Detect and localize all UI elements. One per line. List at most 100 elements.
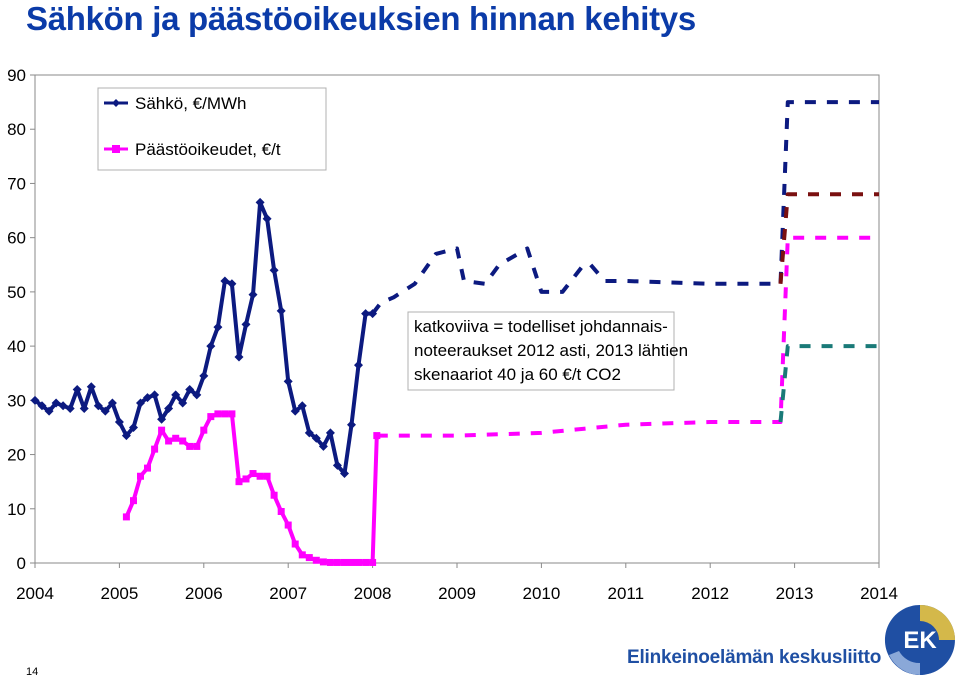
x-tick-label: 2013 (776, 584, 814, 603)
x-tick-label: 2008 (354, 584, 392, 603)
data-point (347, 420, 356, 430)
data-point (136, 398, 145, 408)
data-point (93, 401, 103, 411)
data-point (86, 382, 96, 392)
data-point (200, 426, 208, 434)
page-number: 14 (26, 666, 39, 678)
data-point (65, 403, 75, 413)
data-point (355, 558, 363, 566)
data-point (332, 460, 342, 470)
y-tick-label: 90 (7, 66, 26, 85)
annotation-line-3: skenaariot 40 ja 60 €/t CO2 (414, 365, 621, 384)
legend-emissions-marker (112, 145, 120, 153)
data-point (121, 431, 131, 441)
data-point (290, 406, 300, 416)
data-point (164, 403, 174, 413)
data-point (128, 422, 138, 432)
data-point (150, 390, 160, 400)
y-axis: 0 10 20 30 40 50 60 70 80 90 (7, 66, 35, 573)
data-point (297, 401, 307, 411)
page-title: Sähkön ja päästöoikeuksien hinnan kehity… (26, 0, 696, 37)
data-point (284, 521, 292, 529)
data-point (51, 398, 61, 408)
y-tick-label: 80 (7, 120, 26, 139)
data-point (44, 406, 54, 416)
series-line-2 (371, 100, 879, 315)
data-point (319, 558, 327, 566)
data-point (361, 309, 371, 319)
data-point (157, 414, 167, 424)
x-tick-label: 2014 (860, 584, 898, 603)
data-point (256, 472, 264, 480)
data-point (362, 558, 370, 566)
brand-name: Elinkeinoelämän keskusliitto (627, 647, 882, 668)
data-point (228, 410, 236, 418)
data-point (220, 276, 230, 286)
data-point (214, 410, 222, 418)
data-point (151, 445, 159, 453)
data-point (298, 551, 306, 559)
data-point (354, 360, 364, 370)
data-point (326, 558, 334, 566)
data-point (30, 395, 40, 405)
data-point (165, 437, 173, 445)
x-tick-label: 2012 (691, 584, 729, 603)
data-point (348, 558, 355, 566)
data-point (262, 214, 272, 224)
data-point (192, 390, 202, 400)
data-point (339, 469, 349, 479)
data-point (171, 390, 181, 400)
y-tick-label: 50 (7, 283, 26, 302)
x-tick-label: 2004 (16, 584, 54, 603)
data-point (276, 306, 286, 316)
y-tick-label: 30 (7, 391, 26, 410)
data-point (333, 558, 341, 566)
series-layer (30, 100, 879, 566)
annotation-frame (407, 311, 675, 391)
y-tick-label: 20 (7, 446, 26, 465)
annotation-line-2: noteeraukset 2012 asti, 2013 lähtien (414, 341, 688, 360)
series-line-3 (376, 235, 879, 438)
x-tick-label: 2009 (438, 584, 476, 603)
data-point (213, 322, 223, 332)
legend-electricity-label: Sähkö, €/MWh (135, 94, 247, 113)
data-point (37, 401, 47, 411)
data-point (241, 319, 251, 329)
x-tick-label: 2005 (100, 584, 138, 603)
x-tick-label: 2011 (608, 584, 645, 603)
data-point (234, 352, 244, 362)
data-point (248, 290, 258, 300)
data-point (144, 464, 152, 472)
legend-box (97, 87, 327, 171)
legend-emissions-label: Päästöoikeudet, €/t (135, 140, 281, 159)
data-point (199, 371, 209, 381)
data-point (227, 279, 237, 289)
y-tick-label: 60 (7, 229, 26, 248)
annotation-box: katkoviiva = todelliset johdannais- note… (407, 311, 688, 391)
data-point (340, 558, 348, 566)
data-point (283, 376, 293, 386)
y-tick-label: 0 (17, 554, 26, 573)
data-point (107, 398, 117, 408)
data-point (311, 433, 321, 443)
data-point (114, 417, 124, 427)
data-point (178, 398, 188, 408)
x-axis: 2004 2005 2006 2007 2008 2009 2010 2011 2012 2013… (16, 563, 898, 603)
data-point (312, 556, 320, 564)
legend-electricity-marker (112, 99, 120, 107)
x-tick-label: 2007 (269, 584, 307, 603)
data-point (270, 491, 278, 499)
data-point (72, 384, 82, 394)
data-point (369, 558, 377, 566)
series-line-5 (778, 192, 879, 284)
data-point (186, 442, 194, 450)
data-point (143, 393, 153, 403)
data-point (235, 478, 243, 486)
data-point (179, 437, 187, 445)
ek-logo: EK (884, 605, 955, 675)
data-point (158, 426, 166, 434)
x-tick-label: 2006 (185, 584, 223, 603)
data-point (137, 472, 144, 480)
data-point (221, 410, 229, 418)
